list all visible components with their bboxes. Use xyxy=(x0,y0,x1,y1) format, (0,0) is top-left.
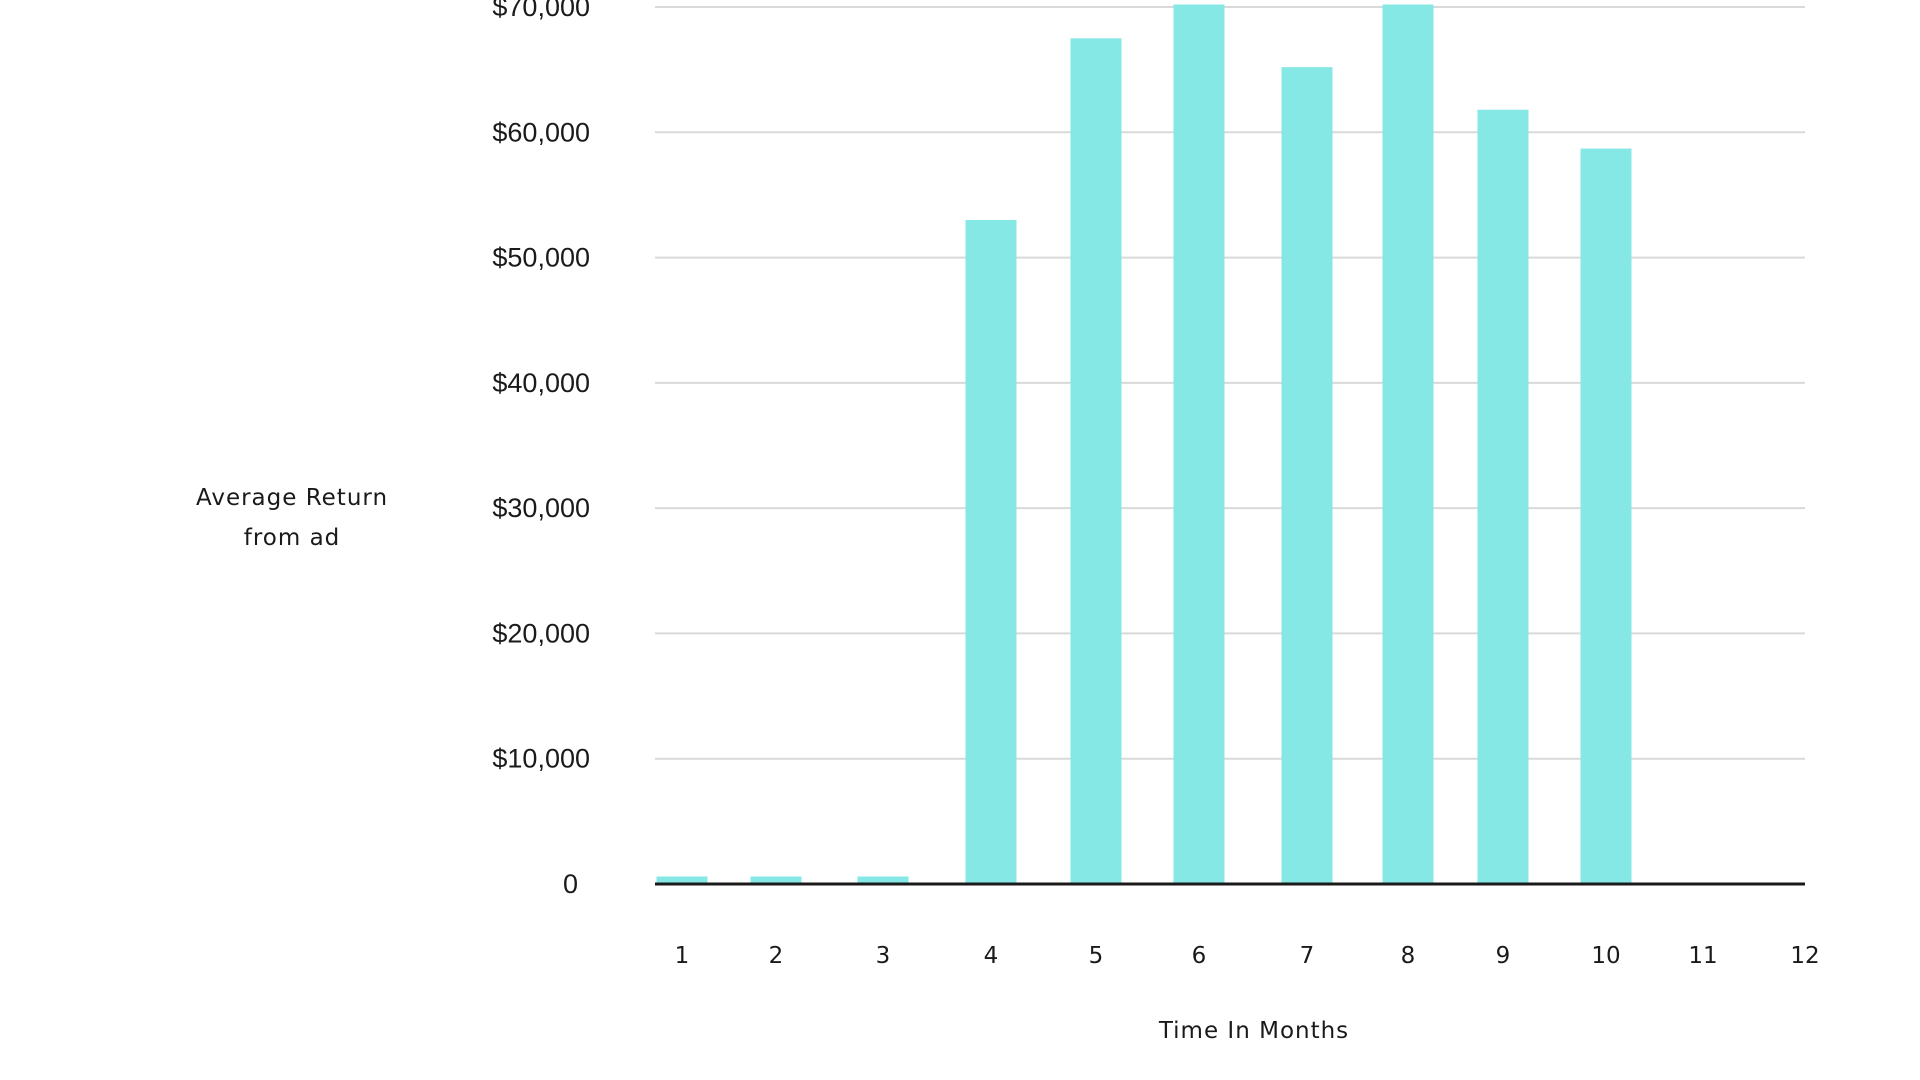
bar xyxy=(1281,67,1333,884)
bar xyxy=(1580,148,1632,884)
bar xyxy=(750,876,802,884)
x-tick-label: 1 xyxy=(675,943,690,969)
bar xyxy=(1382,4,1434,885)
x-tick-label: 5 xyxy=(1089,943,1104,969)
bar xyxy=(1173,4,1225,885)
gridlines xyxy=(655,6,1805,760)
x-tick-labels: 1 2 3 4 5 6 7 8 9 10 11 12 xyxy=(675,943,1820,969)
y-axis-label-line-2: from ad xyxy=(244,525,341,551)
bar xyxy=(1477,109,1529,885)
x-tick-label: 3 xyxy=(876,943,891,969)
x-tick-label: 2 xyxy=(769,943,784,969)
y-tick-label: $30,000 xyxy=(492,493,590,523)
y-tick-label: $70,000 xyxy=(492,0,590,22)
x-axis-label: Time In Months xyxy=(1158,1018,1349,1044)
x-tick-label: 6 xyxy=(1192,943,1207,969)
y-tick-label: 0 xyxy=(563,869,578,899)
x-tick-label: 7 xyxy=(1300,943,1315,969)
y-tick-label: $50,000 xyxy=(492,243,590,273)
x-tick-label: 8 xyxy=(1401,943,1416,969)
bars xyxy=(656,4,1632,885)
bar xyxy=(656,876,708,884)
bar xyxy=(1070,38,1122,885)
bar xyxy=(965,219,1017,884)
x-tick-label: 11 xyxy=(1688,943,1717,969)
bar xyxy=(857,876,909,884)
y-tick-label: $10,000 xyxy=(492,744,590,774)
y-tick-label: $60,000 xyxy=(492,117,590,147)
x-tick-label: 9 xyxy=(1496,943,1511,969)
x-tick-label: 4 xyxy=(984,943,999,969)
y-tick-labels: 0 $10,000 $20,000 $30,000 $40,000 $50,000 $60,… xyxy=(492,0,590,899)
x-tick-label: 12 xyxy=(1790,943,1819,969)
y-axis-label-line-1: Average Return xyxy=(196,485,388,511)
y-tick-label: $20,000 xyxy=(492,618,590,648)
y-tick-label: $40,000 xyxy=(492,368,590,398)
x-tick-label: 10 xyxy=(1591,943,1620,969)
